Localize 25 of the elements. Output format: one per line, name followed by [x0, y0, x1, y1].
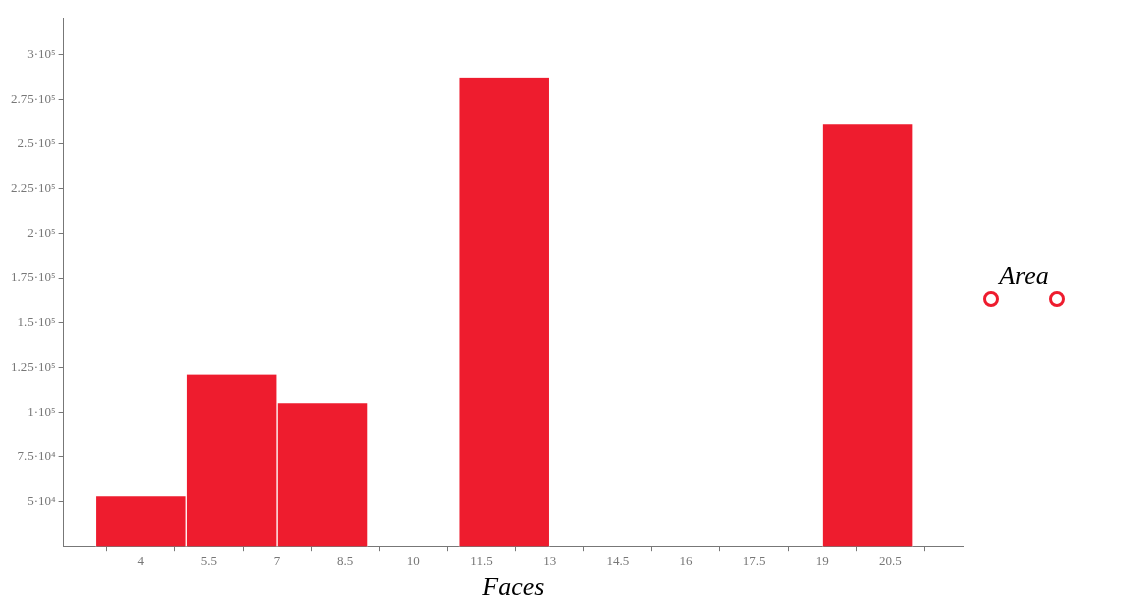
x-tick-label: 14.5: [606, 553, 630, 569]
text: Area: [997, 261, 1050, 291]
y-tick-label: 1.25·10⁵: [10, 358, 56, 374]
x-tick-label: 5.5: [200, 553, 218, 569]
y-tick-label: 2.75·10⁵: [10, 90, 56, 106]
y-tick-label: 2·10⁵: [27, 224, 56, 240]
y-tick-label: 5·10⁴: [27, 492, 57, 508]
y-tick-label: 1.75·10⁵: [10, 269, 56, 285]
x-tick-label: 11.5: [470, 553, 493, 569]
y-tick-label: 2.5·10⁵: [17, 135, 56, 151]
x-tick-label: 8.5: [337, 553, 354, 569]
x-tick-label: 7: [273, 553, 281, 569]
x-tick-label: 17.5: [742, 553, 766, 569]
x-tick-label: 13: [543, 553, 557, 569]
y-tick-label: 1·10⁵: [27, 403, 56, 419]
y-tick-label: 7.5·10⁴: [17, 448, 57, 464]
y-tick-label: 1.5·10⁵: [17, 314, 56, 330]
y-tick-label: 2.25·10⁵: [10, 180, 56, 196]
x-tick-label: 20.5: [878, 553, 902, 569]
x-tick-label: 19: [815, 553, 829, 569]
x-tick-label: 16: [679, 553, 693, 569]
x-tick-label: 4: [137, 553, 145, 569]
y-tick-label: 3·10⁵: [27, 45, 56, 61]
x-tick-label: 10: [406, 553, 420, 569]
x-axis-title: Faces: [481, 572, 545, 602]
